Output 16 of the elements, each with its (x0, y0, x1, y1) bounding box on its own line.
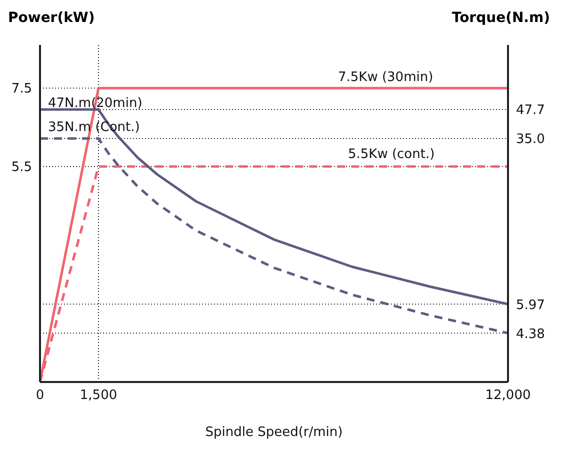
x-tick-label: 1,500 (80, 388, 118, 404)
y2-tick-label: 4.38 (516, 326, 545, 342)
y2-tick-label: 47.7 (516, 103, 545, 118)
x-tick-label: 0 (36, 388, 44, 404)
y2-tick-label: 35.0 (516, 132, 545, 148)
y-tick-label: 5.5 (11, 160, 32, 176)
y-axis-title: Power(kW) (8, 10, 95, 26)
y2-tick-label: 5.97 (516, 298, 545, 313)
x-axis-title: Spindle Speed(r/min) (205, 425, 343, 440)
annotation: 5.5Kw (cont.) (348, 147, 435, 162)
line-series (40, 137, 508, 334)
annotation: 7.5Kw (30min) (338, 70, 434, 85)
line-series (40, 108, 508, 306)
y-tick-label: 7.5 (11, 82, 32, 97)
x-tick-label: 12,000 (485, 388, 531, 404)
y2-axis-title: Torque(N.m) (452, 10, 550, 26)
